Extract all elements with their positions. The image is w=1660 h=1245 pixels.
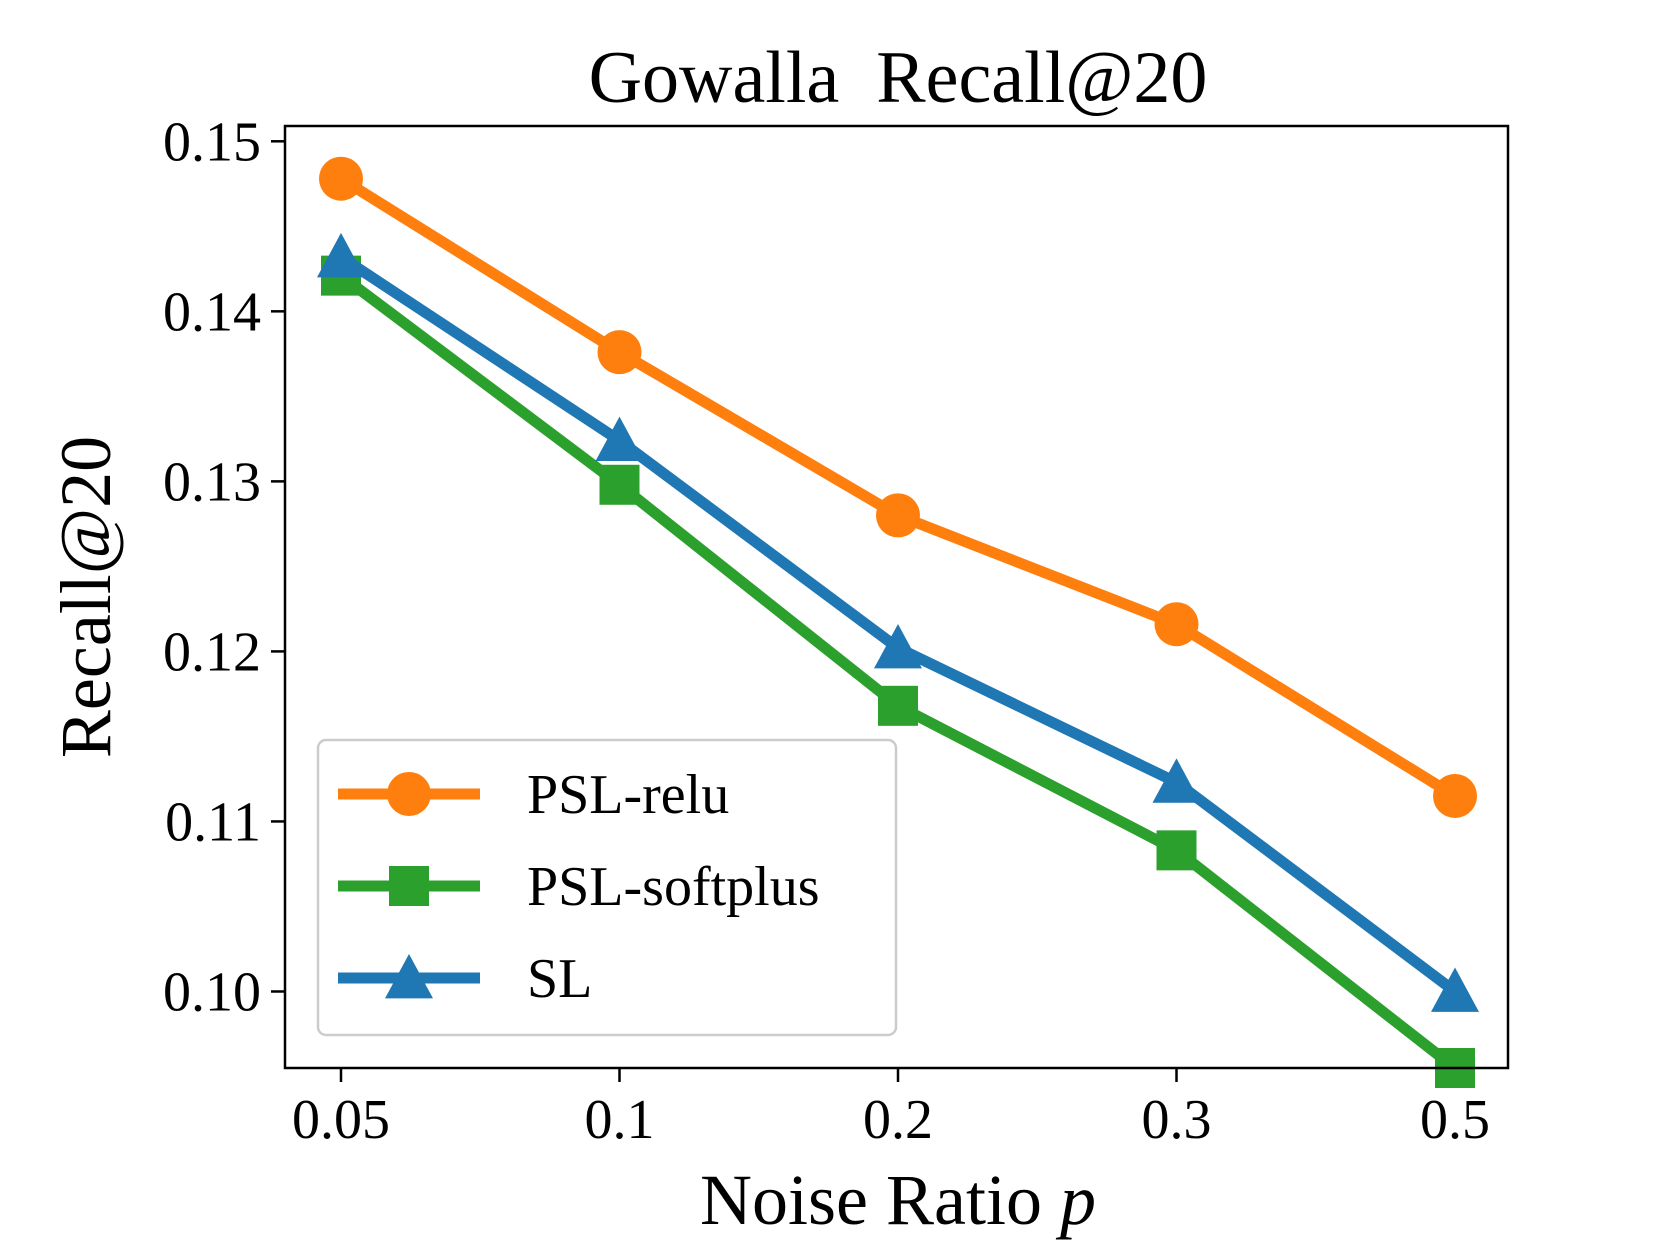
legend-label: PSL-relu bbox=[527, 764, 729, 826]
data-point bbox=[874, 624, 922, 669]
chart-title: Gowalla Recall@20 bbox=[589, 37, 1208, 119]
data-point bbox=[319, 156, 363, 201]
legend-swatch-marker bbox=[385, 954, 433, 999]
x-tick-label: 0.1 bbox=[585, 1089, 655, 1151]
legend-label: SL bbox=[527, 948, 592, 1010]
y-tick-label: 0.14 bbox=[163, 281, 261, 343]
x-axis-label: Noise Ratio p bbox=[700, 1160, 1096, 1240]
y-tick-label: 0.11 bbox=[165, 791, 261, 853]
y-tick-label: 0.12 bbox=[163, 621, 261, 683]
data-point bbox=[597, 330, 642, 375]
x-axis: 0.05 0.1 0.2 0.3 0.5 bbox=[292, 1068, 1490, 1151]
x-tick-label: 0.5 bbox=[1420, 1089, 1490, 1151]
data-point bbox=[1152, 758, 1201, 803]
legend-label: PSL-softplus bbox=[527, 856, 820, 918]
data-point bbox=[1433, 773, 1477, 818]
data-point bbox=[595, 416, 644, 461]
data-point bbox=[1154, 602, 1199, 647]
y-tick-label: 0.15 bbox=[163, 111, 261, 173]
legend-item: SL bbox=[338, 948, 592, 1010]
plot-frame bbox=[283, 124, 1510, 1070]
data-point bbox=[1156, 830, 1197, 871]
legend-item: PSL-relu bbox=[338, 764, 729, 826]
series-sl bbox=[317, 232, 1479, 1012]
data-point bbox=[878, 685, 918, 726]
legend-swatch-marker bbox=[389, 866, 429, 906]
x-axis-label-text: Noise Ratio bbox=[700, 1160, 1042, 1240]
data-point bbox=[876, 493, 920, 538]
x-tick-label: 0.05 bbox=[292, 1089, 390, 1151]
x-axis-label-variable: p bbox=[1055, 1160, 1096, 1240]
y-tick-label: 0.10 bbox=[163, 961, 261, 1023]
data-point bbox=[317, 232, 365, 278]
data-point bbox=[1431, 967, 1479, 1012]
y-axis-label: Recall@20 bbox=[46, 436, 126, 758]
x-tick-label: 0.2 bbox=[863, 1089, 933, 1151]
data-point bbox=[599, 464, 640, 505]
y-axis: 0.10 0.11 0.12 0.13 0.14 0.15 bbox=[163, 111, 285, 1023]
legend-swatch-marker bbox=[387, 772, 431, 816]
y-tick-label: 0.13 bbox=[163, 451, 261, 513]
legend: PSL-relu PSL-softplus SL bbox=[316, 738, 898, 1037]
x-tick-label: 0.3 bbox=[1142, 1089, 1212, 1151]
legend-frame bbox=[316, 738, 898, 1037]
series-psl-relu bbox=[319, 156, 1477, 818]
legend-item: PSL-softplus bbox=[338, 856, 820, 918]
